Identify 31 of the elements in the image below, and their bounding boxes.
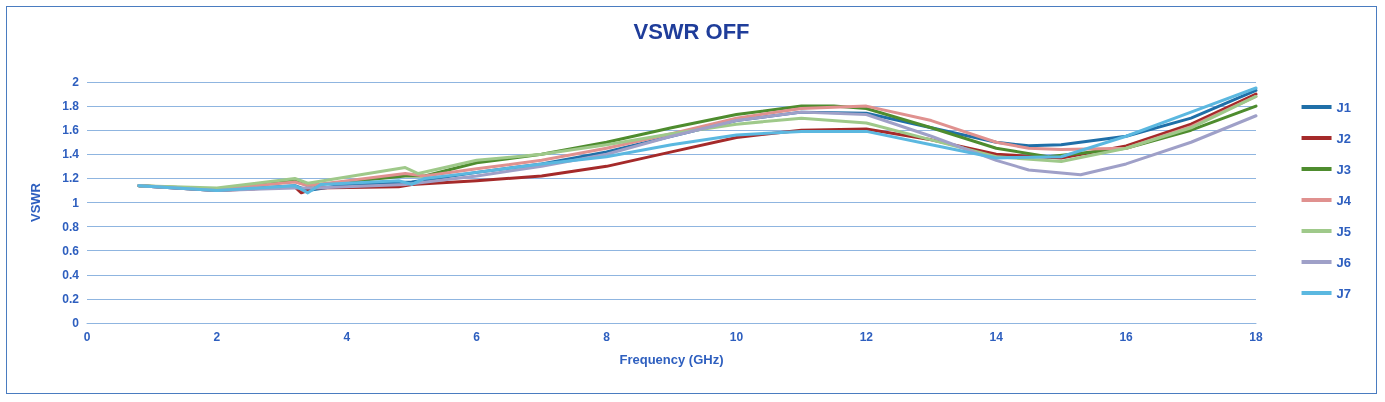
y-tick-label: 2 (72, 75, 80, 89)
legend-label: J4 (1336, 192, 1352, 208)
x-axis-title: Frequency (GHz) (619, 352, 724, 367)
y-tick-label: 1.4 (62, 147, 80, 162)
y-tick-label: 1.2 (62, 171, 80, 186)
x-tick-label: 0 (83, 330, 91, 344)
y-tick-label: 0.4 (62, 267, 80, 282)
y-tick-label: 0.6 (62, 243, 80, 258)
x-tick-label: 2 (213, 330, 221, 344)
legend-label: J5 (1336, 223, 1352, 239)
legend-label: J3 (1336, 161, 1352, 177)
y-tick-label: 1 (72, 195, 80, 210)
x-tick-label: 4 (343, 330, 351, 344)
legend-label: J2 (1336, 130, 1352, 146)
legend-label: J7 (1336, 285, 1352, 301)
y-tick-label: 1.6 (62, 123, 80, 138)
y-tick-label: 1.8 (62, 99, 80, 114)
legend-label: J6 (1336, 254, 1352, 270)
y-tick-label: 0.8 (62, 219, 80, 234)
y-tick-label: 0 (72, 316, 80, 330)
x-tick-label: 14 (989, 330, 1004, 344)
x-tick-label: 10 (729, 330, 744, 344)
x-tick-label: 18 (1249, 330, 1263, 344)
x-tick-label: 16 (1119, 330, 1134, 344)
y-tick-label: 0.2 (62, 291, 80, 306)
legend-label: J1 (1336, 99, 1352, 115)
x-tick-label: 6 (473, 330, 481, 344)
y-axis-title: VSWR (28, 182, 43, 222)
chart-title: VSWR OFF (633, 18, 750, 44)
x-tick-label: 8 (603, 330, 611, 344)
x-tick-label: 12 (859, 330, 874, 344)
